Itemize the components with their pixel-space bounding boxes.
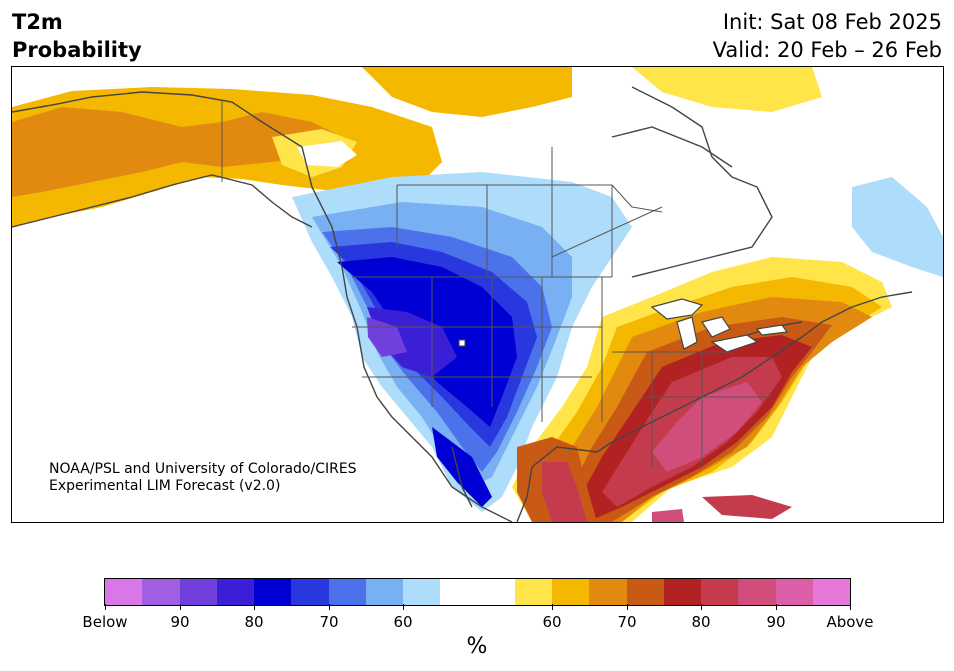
colorbar-segment — [812, 579, 850, 605]
colorbar-tick-label: 70 — [319, 613, 339, 631]
warm-region-yucatan — [652, 509, 684, 522]
colorbar-segment — [105, 579, 143, 605]
colorbar-segment — [179, 579, 217, 605]
colorbar-tick — [701, 604, 702, 610]
valid-dates: Valid: 20 Feb – 26 Feb — [712, 38, 942, 62]
colorbar-segment — [216, 579, 254, 605]
credit-text: NOAA/PSL and University of Colorado/CIRE… — [49, 461, 357, 495]
colorbar-segment — [552, 579, 590, 605]
colorbar-segment — [514, 579, 552, 605]
colorbar-tick-label: 60 — [542, 613, 562, 631]
colorbar-tick-label: 60 — [393, 613, 413, 631]
colorbar-tick-label: 80 — [244, 613, 264, 631]
warm-region-greenland-south — [632, 67, 822, 112]
colorbar-segment — [738, 579, 776, 605]
colorbar-segment — [440, 579, 478, 605]
map-canvas — [12, 67, 943, 522]
colorbar-tick — [329, 604, 330, 610]
colorbar-tick-label: 70 — [617, 613, 637, 631]
variable-label: T2m — [12, 10, 63, 34]
colorbar-tick-label: 90 — [766, 613, 786, 631]
forecast-map — [11, 66, 944, 523]
colorbar-segment — [626, 579, 664, 605]
colorbar-tick — [105, 604, 106, 610]
colorbar-tick — [180, 604, 181, 610]
colorbar-tick-label: 80 — [691, 613, 711, 631]
colorbar — [104, 578, 851, 606]
colorbar-segment — [365, 579, 403, 605]
colorbar-segment — [291, 579, 329, 605]
colorbar-tick — [627, 604, 628, 610]
colorbar-segment — [775, 579, 813, 605]
colorbar-tick-label: 90 — [170, 613, 190, 631]
great-lakes — [650, 298, 789, 353]
colorbar-segment — [142, 579, 180, 605]
colorbar-tick — [552, 604, 553, 610]
metric-label: Probability — [12, 38, 142, 62]
warm-region-alaska-inner — [12, 107, 342, 197]
colorbar-tick-label: Above — [826, 613, 874, 631]
colorbar-segment — [701, 579, 739, 605]
credit-line-2: Experimental LIM Forecast (v2.0) — [49, 478, 281, 494]
colorbar-tick-label: Below — [82, 613, 128, 631]
coastlines — [12, 86, 913, 522]
colorbar-tick — [776, 604, 777, 610]
warm-region-cuba — [702, 495, 792, 519]
colorbar-segment — [663, 579, 701, 605]
colorbar-segment — [477, 579, 515, 605]
cold-region-labrador — [852, 177, 943, 277]
map-title: T2m Probability — [12, 8, 142, 64]
credit-line-1: NOAA/PSL and University of Colorado/CIRE… — [49, 461, 357, 477]
init-date: Init: Sat 08 Feb 2025 — [722, 10, 942, 34]
colorbar-segment — [589, 579, 627, 605]
colorbar-segment — [254, 579, 292, 605]
colorbar-tick — [850, 604, 851, 610]
colorbar-segment — [403, 579, 441, 605]
colorbar-unit: % — [466, 634, 488, 659]
date-info: Init: Sat 08 Feb 2025 Valid: 20 Feb – 26… — [713, 8, 942, 64]
cold-region-mexico — [432, 427, 492, 507]
colorbar-tick — [403, 604, 404, 610]
warm-region-mexico-inner — [542, 462, 587, 522]
warm-region-pink — [652, 382, 762, 472]
colorbar-tick — [254, 604, 255, 610]
cold-pocket-yukon — [297, 141, 357, 167]
great-salt-lake — [458, 339, 466, 347]
warm-region-arctic — [362, 67, 572, 117]
political-borders — [221, 101, 772, 467]
colorbar-segment — [328, 579, 366, 605]
